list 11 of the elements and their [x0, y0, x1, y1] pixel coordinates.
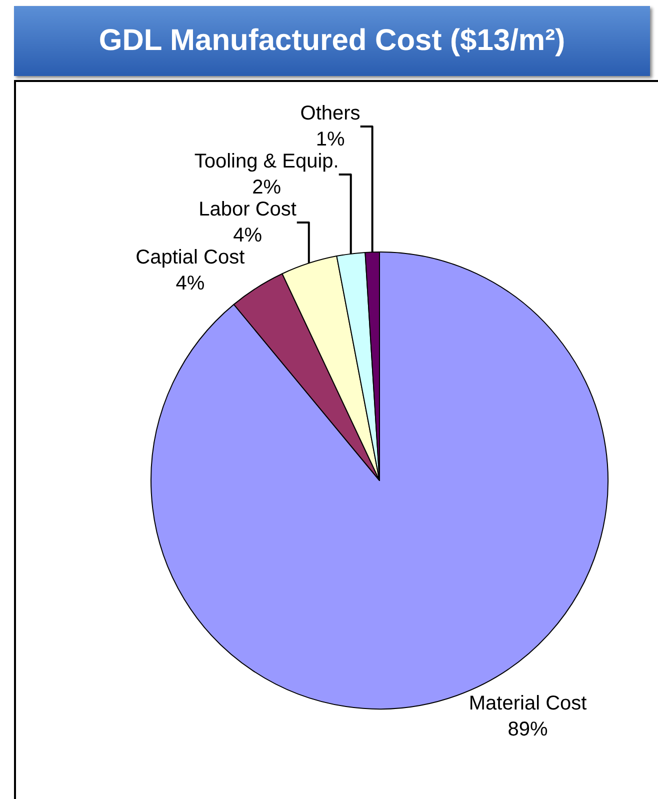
slice-label: Tooling & Equip. — [194, 150, 339, 172]
slice-label: Captial Cost — [136, 246, 246, 268]
data-label: 89% — [508, 718, 548, 741]
slice-label: Material Cost — [468, 692, 588, 715]
data-label: 4% — [233, 224, 262, 246]
data-label: 2% — [252, 176, 282, 198]
chart-title: GDL Manufactured Cost ($13/m²) — [14, 6, 650, 76]
data-label: 1% — [316, 128, 345, 150]
slice-label: Labor Cost — [198, 198, 297, 220]
slice-label: Others — [300, 102, 360, 124]
data-label: 4% — [176, 272, 205, 294]
